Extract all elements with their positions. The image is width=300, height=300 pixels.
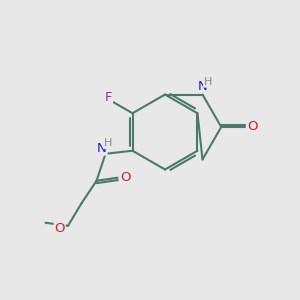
Text: H: H: [104, 138, 113, 148]
Text: N: N: [198, 80, 207, 93]
Text: F: F: [105, 91, 112, 103]
Text: O: O: [248, 121, 258, 134]
Text: H: H: [204, 77, 212, 87]
Text: N: N: [97, 142, 107, 155]
Text: O: O: [54, 222, 65, 235]
Text: O: O: [120, 171, 130, 184]
